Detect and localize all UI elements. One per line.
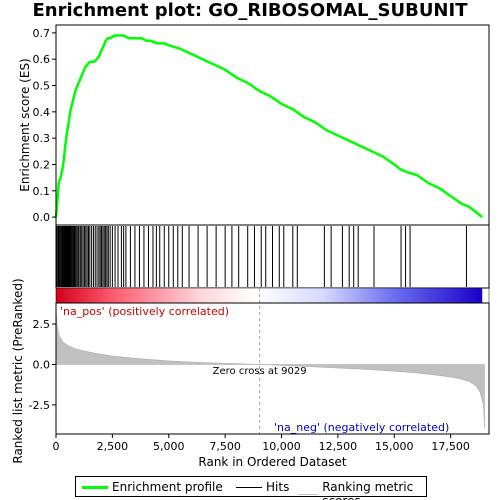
es-ytick-label: 0.1 [33, 185, 51, 198]
xtick-label: 12,500 [319, 440, 358, 453]
ranking-metric-area [55, 306, 485, 429]
rank-ytick-label: 0.0 [33, 358, 51, 371]
rank-color-strip [56, 288, 483, 303]
x-axis-label: Rank in Ordered Dataset [198, 455, 346, 469]
es-ytick-label: 0.4 [33, 106, 51, 119]
legend-swatch-ranking [298, 493, 319, 495]
rank-ytick-label: 2.5 [33, 318, 51, 331]
legend-swatch-enrichment [82, 485, 108, 489]
es-ytick-label: 0.7 [33, 27, 51, 40]
xtick-label: 10,000 [262, 440, 301, 453]
xtick-label: 5,000 [153, 440, 185, 453]
legend-label-enrichment: Enrichment profile [112, 480, 223, 494]
rank-ytick-label: -2.5 [29, 399, 50, 412]
es-ytick-label: 0.5 [33, 80, 51, 93]
zero-cross-label: Zero cross at 9029 [213, 366, 307, 377]
es-ytick-label: 0.0 [33, 211, 51, 224]
neg-corr-label: 'na_neg' (negatively correlated) [274, 421, 449, 434]
chart-title: Enrichment plot: GO_RIBOSOMAL_SUBUNIT [32, 0, 468, 21]
xtick-label: 2,500 [97, 440, 129, 453]
es-ytick-label: 0.2 [33, 158, 51, 171]
es-ytick-label: 0.3 [33, 132, 51, 145]
legend-item-ranking-metric: Ranking metric scores [298, 480, 426, 500]
xtick-label: 17,500 [431, 440, 470, 453]
legend-item-hits: Hits [236, 480, 289, 494]
legend-item-enrichment-profile: Enrichment profile [82, 480, 223, 494]
rank-panel-frame [55, 302, 490, 435]
es-ylabel: Enrichment score (ES) [18, 58, 32, 191]
pos-corr-label: 'na_pos' (positively correlated) [60, 305, 229, 318]
legend-label-ranking: Ranking metric scores [322, 480, 414, 500]
enrichment-profile-line [54, 34, 483, 219]
legend-label-hits: Hits [266, 480, 290, 494]
xtick-label: 0 [53, 440, 60, 453]
es-ytick-label: 0.6 [33, 53, 51, 66]
xtick-label: 7,500 [209, 440, 241, 453]
xtick-label: 15,000 [375, 440, 414, 453]
legend-swatch-hits [236, 486, 262, 488]
es-panel-bg [56, 25, 489, 225]
legend: Enrichment profile Hits Ranking metric s… [75, 476, 427, 500]
rank-ylabel: Ranked list metric (PreRanked) [11, 278, 25, 463]
